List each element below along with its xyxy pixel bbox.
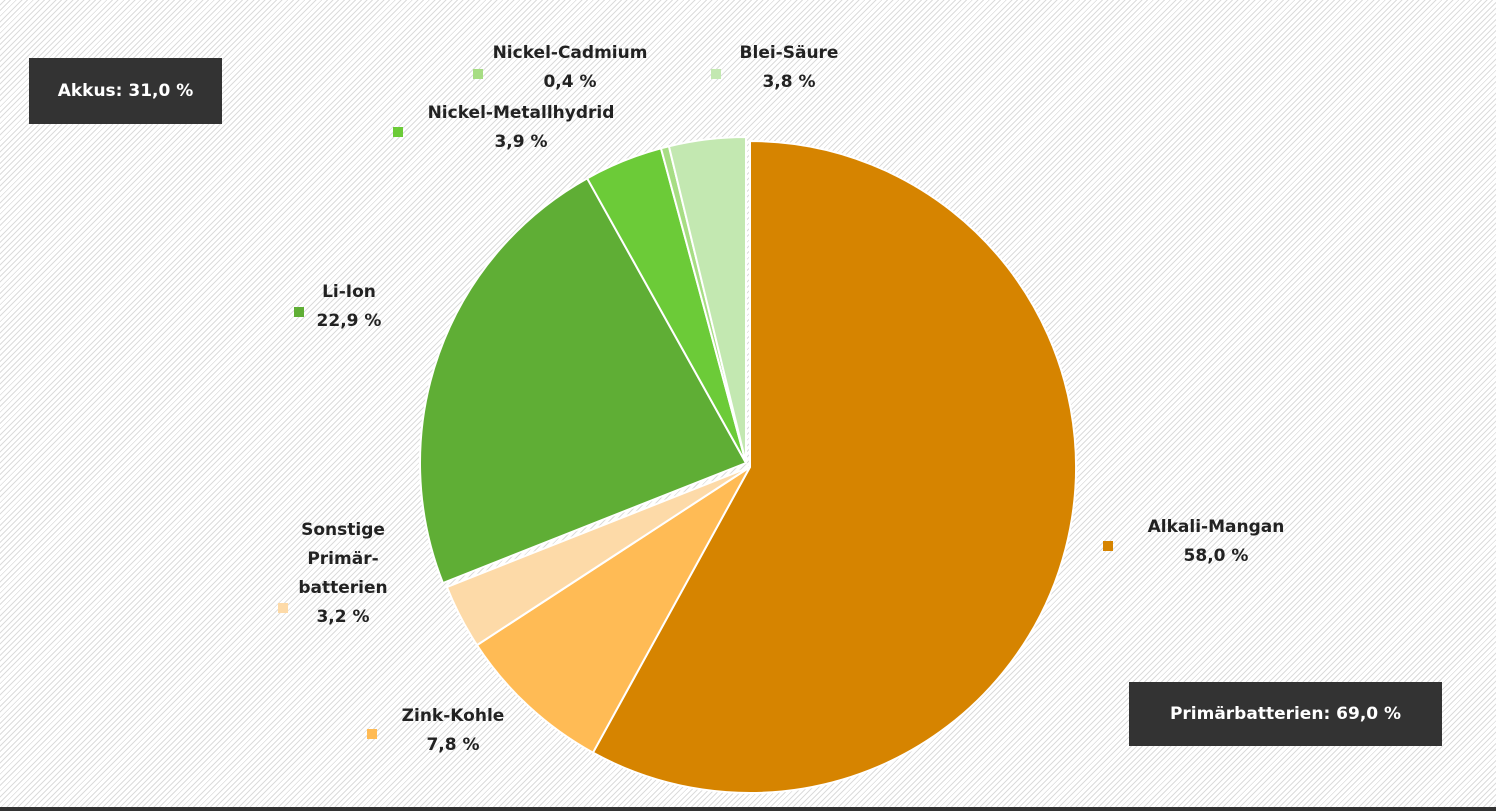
- slice-name-zink-kohle: Zink-Kohle: [402, 706, 505, 726]
- slice-label-li-ion: Li-Ion 22,9 %: [294, 282, 381, 331]
- slice-name-nickel-metallhydrid: Nickel-Metallhydrid: [428, 103, 615, 123]
- primary-total-badge: Primärbatterien: 69,0 %: [1129, 682, 1442, 746]
- slice-label-alkali-mangan: Alkali-Mangan 58,0 %: [1103, 517, 1284, 566]
- slice-label-nickel-cadmium: Nickel-Cadmium 0,4 %: [473, 43, 647, 92]
- slice-value-sonstige-primaerbatterien: 3,2 %: [316, 607, 369, 627]
- legend-marker-nickel-cadmium: [473, 69, 483, 79]
- slice-name-blei-saeure: Blei-Säure: [740, 43, 839, 63]
- slice-label-zink-kohle: Zink-Kohle 7,8 %: [367, 706, 504, 755]
- pie-slice-zink-kohle: [475, 466, 751, 755]
- slice-value-zink-kohle: 7,8 %: [426, 735, 479, 755]
- pie-slice-blei-saeure: [667, 135, 747, 464]
- pie-slice-alkali-mangan: [591, 139, 1077, 794]
- legend-marker-li-ion: [294, 307, 304, 317]
- pie-slice-li-ion: [419, 176, 748, 585]
- slice-label-blei-saeure: Blei-Säure 3,8 %: [711, 43, 838, 92]
- slice-name-sonstige-primaerbatterien: batterien: [298, 578, 387, 598]
- slice-name-sonstige-primaerbatterien: Sonstige: [301, 520, 385, 540]
- slice-name-alkali-mangan: Alkali-Mangan: [1148, 517, 1285, 537]
- legend-marker-sonstige-primaerbatterien: [278, 603, 288, 613]
- slice-value-nickel-metallhydrid: 3,9 %: [494, 132, 547, 152]
- slice-value-nickel-cadmium: 0,4 %: [543, 72, 596, 92]
- slice-value-alkali-mangan: 58,0 %: [1184, 546, 1249, 566]
- slice-name-li-ion: Li-Ion: [322, 282, 376, 302]
- slice-value-li-ion: 22,9 %: [317, 311, 382, 331]
- slice-name-nickel-cadmium: Nickel-Cadmium: [493, 43, 648, 63]
- pie-slice-sonstige-primaerbatterien: [445, 466, 751, 647]
- bottom-border: [0, 807, 1496, 811]
- legend-marker-blei-saeure: [711, 69, 721, 79]
- slice-label-sonstige-primaerbatterien: Sonstige Primär-batterien 3,2 %: [278, 520, 388, 627]
- legend-marker-alkali-mangan: [1103, 541, 1113, 551]
- slice-label-nickel-metallhydrid: Nickel-Metallhydrid 3,9 %: [393, 103, 614, 152]
- legend-marker-nickel-metallhydrid: [393, 127, 403, 137]
- slice-name-sonstige-primaerbatterien: Primär-: [307, 549, 378, 569]
- akkus-total-badge: Akkus: 31,0 %: [29, 58, 222, 124]
- slice-value-blei-saeure: 3,8 %: [762, 72, 815, 92]
- legend-marker-zink-kohle: [367, 729, 377, 739]
